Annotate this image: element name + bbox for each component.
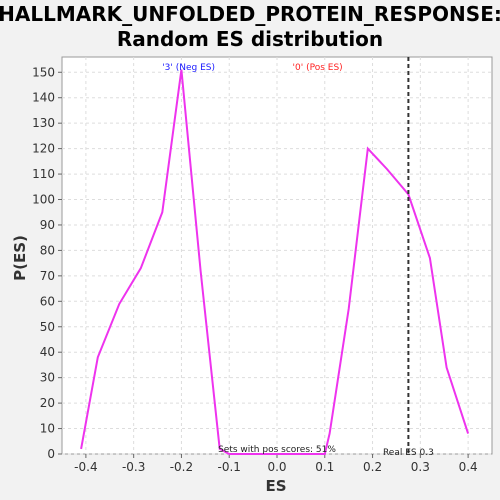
x-tick-label: 0.0: [267, 460, 286, 474]
y-tick-label: 140: [32, 91, 55, 105]
axis-ticks: 0 10 20 30 40 50 60 70 80 90 100 110 120 130 140 150 -0.…: [32, 65, 478, 474]
y-tick-label: 0: [47, 447, 55, 461]
chart-title-line1: HALLMARK_UNFOLDED_PROTEIN_RESPONSE:: [0, 2, 500, 26]
x-axis-label: ES: [265, 477, 286, 495]
x-tick-label: -0.4: [74, 460, 97, 474]
y-tick-label: 60: [40, 294, 55, 308]
y-tick-label: 30: [40, 371, 55, 385]
y-tick-label: 20: [40, 396, 55, 410]
y-tick-label: 110: [32, 167, 55, 181]
y-tick-label: 10: [40, 422, 55, 436]
x-tick-label: -0.1: [218, 460, 241, 474]
neg-es-label: '3' (Neg ES): [162, 63, 215, 73]
pos-es-label: '0' (Pos ES): [293, 63, 343, 73]
y-tick-label: 80: [40, 243, 55, 257]
y-tick-label: 130: [32, 116, 55, 130]
series-group: [80, 57, 470, 455]
y-tick-label: 150: [32, 65, 55, 79]
annotations: '3' (Neg ES) '0' (Pos ES) Sets with pos …: [162, 63, 434, 458]
pos-scores-label: Sets with pos scores: 51%: [218, 445, 336, 455]
y-tick-label: 70: [40, 269, 55, 283]
chart-title-line2: Random ES distribution: [117, 27, 383, 51]
x-tick-label: 0.2: [363, 460, 382, 474]
y-axis-label: P(ES): [11, 235, 29, 281]
real-es-label: Real ES 0.3: [383, 448, 434, 458]
y-tick-label: 100: [32, 193, 55, 207]
y-tick-label: 120: [32, 142, 55, 156]
x-tick-label: -0.3: [122, 460, 145, 474]
x-tick-label: -0.2: [170, 460, 193, 474]
x-tick-label: 0.4: [459, 460, 478, 474]
x-tick-label: 0.1: [315, 460, 334, 474]
grid-lines: [62, 57, 492, 455]
y-tick-label: 50: [40, 320, 55, 334]
y-tick-label: 40: [40, 345, 55, 359]
x-tick-label: 0.3: [411, 460, 430, 474]
y-tick-label: 90: [40, 218, 55, 232]
es-distribution-line: [80, 69, 470, 455]
